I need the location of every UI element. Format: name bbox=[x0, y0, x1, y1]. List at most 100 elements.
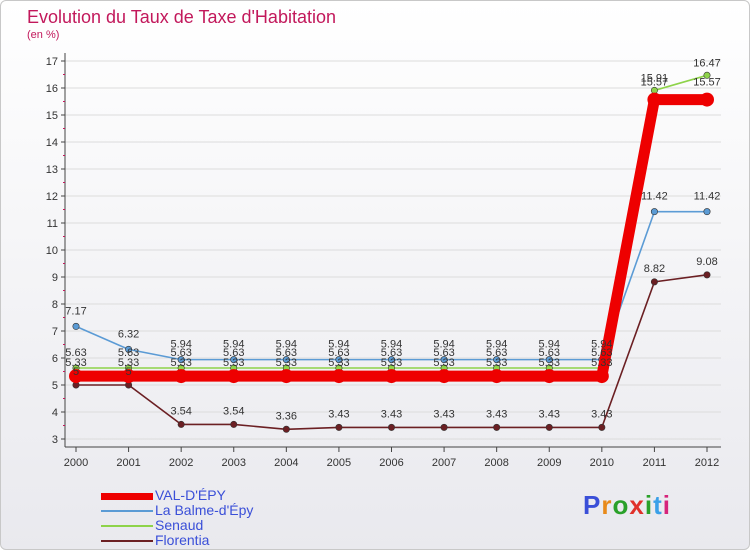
series-3-point-2003 bbox=[230, 420, 238, 428]
series-2-label-2011: 15.91 bbox=[641, 72, 669, 84]
series-3-label-2011: 8.82 bbox=[644, 263, 665, 275]
series-3-label-2000: 5 bbox=[73, 366, 79, 378]
series-0-point-2004 bbox=[279, 369, 294, 384]
series-1-label-2008: 5.94 bbox=[486, 339, 507, 351]
series-0-point-2005 bbox=[331, 369, 346, 384]
series-0-label-2005: 5.33 bbox=[328, 357, 349, 369]
series-1-point-2011 bbox=[650, 208, 658, 216]
series-1-point-2008 bbox=[493, 356, 501, 364]
series-0-label-2009: 5.33 bbox=[539, 357, 560, 369]
x-tick-label-2007: 2007 bbox=[432, 457, 456, 469]
y-tick-label-6: 6 bbox=[52, 353, 58, 365]
series-0-point-2009 bbox=[542, 369, 557, 384]
series-3-point-2002 bbox=[177, 420, 185, 428]
y-tick-label-15: 15 bbox=[46, 110, 58, 122]
logo-letter: x bbox=[629, 490, 645, 520]
series-1-label-2007: 5.94 bbox=[433, 339, 454, 351]
series-1-label-2005: 5.94 bbox=[328, 339, 349, 351]
legend-swatch-val-d-epy bbox=[101, 493, 153, 500]
series-0-label-2006: 5.33 bbox=[381, 357, 402, 369]
x-tick-label-2008: 2008 bbox=[484, 457, 508, 469]
y-tick-label-7: 7 bbox=[52, 326, 58, 338]
series-0-point-2011 bbox=[647, 92, 662, 107]
series-0-point-2010 bbox=[594, 369, 609, 384]
series-0-point-2012 bbox=[700, 92, 714, 107]
series-1-point-2000 bbox=[72, 322, 80, 330]
series-3-point-2012 bbox=[703, 271, 711, 279]
series-3-point-2004 bbox=[282, 425, 290, 433]
series-3-label-2004: 3.36 bbox=[276, 410, 297, 422]
y-tick-label-11: 11 bbox=[47, 218, 58, 230]
series-2-label-2010: 5.63 bbox=[591, 347, 612, 359]
series-1-label-2004: 5.94 bbox=[276, 339, 297, 351]
series-2-label-2003: 5.63 bbox=[223, 347, 244, 359]
x-tick-label-2012: 2012 bbox=[695, 457, 719, 469]
series-2-label-2006: 5.63 bbox=[381, 347, 402, 359]
logo-letter: o bbox=[612, 490, 630, 520]
series-3-label-2009: 3.43 bbox=[539, 408, 560, 420]
x-tick-label-2010: 2010 bbox=[590, 457, 614, 469]
series-0-label-2002: 5.33 bbox=[170, 357, 191, 369]
series-0-label-2003: 5.33 bbox=[223, 357, 244, 369]
x-tick-label-2003: 2003 bbox=[222, 457, 246, 469]
series-1-point-2006 bbox=[387, 356, 395, 364]
series-3-label-2002: 3.54 bbox=[170, 405, 191, 417]
series-3-label-2003: 3.54 bbox=[223, 405, 244, 417]
x-tick-label-2004: 2004 bbox=[274, 457, 298, 469]
legend-swatch-senaud bbox=[101, 525, 153, 527]
series-0-label-2001: 5.33 bbox=[118, 357, 139, 369]
series-2-label-2008: 5.63 bbox=[486, 347, 507, 359]
series-3-point-2009 bbox=[545, 423, 553, 431]
series-1-point-2007 bbox=[440, 356, 448, 364]
series-0-label-2008: 5.33 bbox=[486, 357, 507, 369]
legend-label-la-balme: La Balme-d'Épy bbox=[155, 502, 254, 518]
legend-label-val-d-epy: VAL-D'ÉPY bbox=[155, 487, 226, 503]
series-1-label-2000: 7.17 bbox=[65, 305, 86, 317]
series-0-label-2007: 5.33 bbox=[433, 357, 454, 369]
y-tick-label-17: 17 bbox=[46, 56, 58, 68]
y-tick-label-3: 3 bbox=[52, 434, 58, 446]
series-3-label-2007: 3.43 bbox=[433, 408, 454, 420]
series-3-point-2006 bbox=[387, 423, 395, 431]
series-0-label-2012: 15.57 bbox=[693, 77, 721, 89]
logo-letter: i bbox=[662, 490, 671, 520]
series-1-point-2001 bbox=[125, 345, 133, 353]
series-1-point-2009 bbox=[545, 356, 553, 364]
series-1-point-2012 bbox=[703, 208, 711, 216]
logo-letter: i bbox=[644, 490, 654, 520]
chart-title: Evolution du Taux de Taxe d'Habitation bbox=[27, 7, 336, 27]
series-1-label-2010: 5.94 bbox=[591, 339, 612, 351]
series-3-label-2001: 5 bbox=[126, 366, 132, 378]
legend-swatch-florentia bbox=[101, 540, 153, 542]
x-tick-label-2002: 2002 bbox=[169, 457, 193, 469]
series-0-point-2000 bbox=[69, 369, 83, 384]
series-1-label-2003: 5.94 bbox=[223, 339, 244, 351]
series-3-label-2012: 9.08 bbox=[696, 256, 717, 268]
series-0-point-2003 bbox=[226, 369, 241, 384]
y-tick-label-16: 16 bbox=[46, 83, 58, 95]
x-tick-label-2009: 2009 bbox=[537, 457, 561, 469]
y-tick-label-5: 5 bbox=[52, 380, 58, 392]
y-tick-label-13: 13 bbox=[46, 164, 58, 176]
series-2-label-2002: 5.63 bbox=[170, 347, 191, 359]
series-1-point-2004 bbox=[282, 356, 290, 364]
series-1-label-2012: 11.42 bbox=[694, 191, 721, 203]
series-2-label-2007: 5.63 bbox=[433, 347, 454, 359]
x-tick-label-2011: 2011 bbox=[643, 457, 667, 469]
proxiti-logo: Proxiti bbox=[583, 490, 671, 521]
series-2-point-2012 bbox=[703, 71, 711, 79]
x-tick-label-2006: 2006 bbox=[379, 457, 403, 469]
series-2-label-2005: 5.63 bbox=[328, 347, 349, 359]
series-3-point-2005 bbox=[335, 423, 343, 431]
series-0-label-2004: 5.33 bbox=[276, 357, 297, 369]
series-0-label-2010: 5.33 bbox=[591, 357, 612, 369]
logo-letter: t bbox=[653, 490, 663, 520]
series-line-0 bbox=[76, 94, 707, 382]
series-0-label-2011: 15.57 bbox=[641, 77, 669, 89]
series-1-point-2002 bbox=[177, 356, 185, 364]
y-tick-label-14: 14 bbox=[46, 137, 58, 149]
series-3-label-2008: 3.43 bbox=[486, 408, 507, 420]
series-3-label-2006: 3.43 bbox=[381, 408, 402, 420]
series-1-label-2011: 11.42 bbox=[641, 191, 668, 203]
logo-letter: r bbox=[601, 490, 613, 520]
